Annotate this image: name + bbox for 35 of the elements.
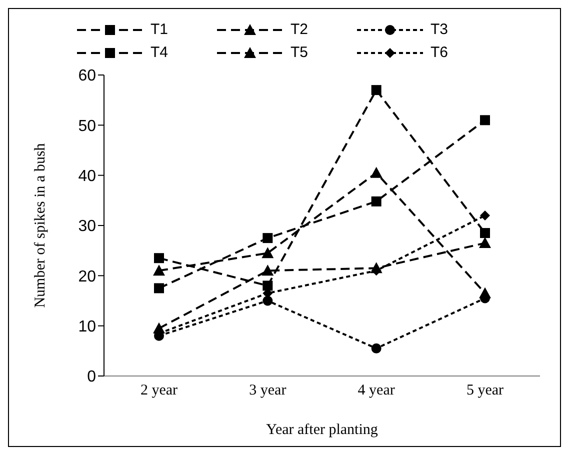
- y-tick-label: 50: [78, 118, 96, 135]
- point: [480, 228, 490, 238]
- y-tick-label: 10: [78, 318, 96, 336]
- point: [479, 237, 491, 248]
- x-axis-title: Year after planting: [266, 422, 378, 438]
- point: [262, 296, 273, 306]
- y-tick-label: 60: [78, 68, 96, 85]
- point: [153, 264, 165, 276]
- point: [371, 196, 382, 206]
- legend-label: T4: [150, 44, 168, 61]
- point: [262, 233, 273, 244]
- y-tick-label: 0: [87, 368, 96, 386]
- point: [262, 280, 273, 291]
- y-tick-label: 30: [78, 218, 96, 236]
- y-axis-title: Number of spikes in a bush: [32, 142, 48, 308]
- point: [154, 253, 164, 264]
- point: [480, 115, 490, 126]
- legend-label: T1: [150, 21, 168, 38]
- legend-label: T5: [290, 44, 308, 61]
- point: [262, 247, 274, 258]
- x-tick-label: 4 year: [358, 382, 395, 399]
- point: [262, 264, 274, 276]
- y-tick-label: 20: [78, 268, 96, 286]
- legend-label: T2: [290, 21, 308, 38]
- x-tick-label: 5 year: [466, 382, 504, 399]
- legend-label: T6: [430, 44, 448, 61]
- point: [370, 166, 382, 178]
- point: [480, 210, 490, 220]
- x-tick-label: 2 year: [140, 382, 178, 399]
- y-tick-label: 40: [78, 168, 96, 186]
- point: [371, 343, 382, 354]
- point: [154, 283, 164, 294]
- x-tick-label: 3 year: [249, 382, 286, 399]
- legend-label: T3: [430, 21, 448, 38]
- point: [371, 85, 382, 96]
